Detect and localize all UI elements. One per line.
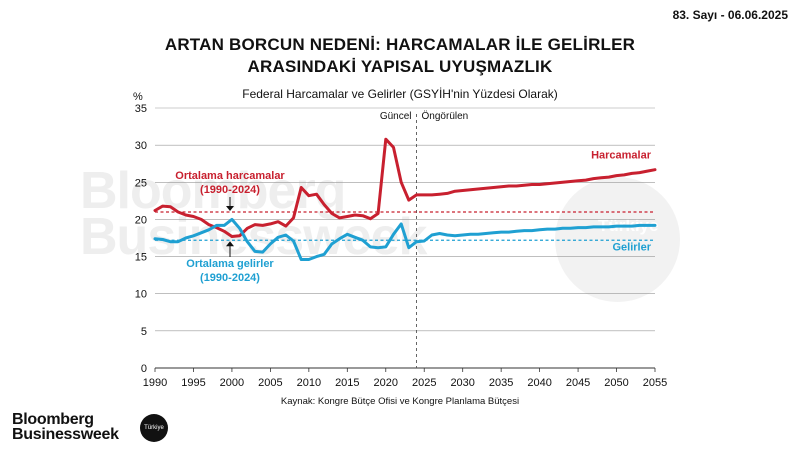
x-tick-label-2045: 2045 <box>566 377 590 389</box>
x-tick-label-1990: 1990 <box>143 377 167 389</box>
y-axis-label: % <box>133 91 143 103</box>
watermark-badge <box>555 177 680 302</box>
divider-label-current: Güncel <box>380 111 412 122</box>
x-tick-label-2015: 2015 <box>335 377 359 389</box>
y-tick-label-0: 0 <box>141 363 147 375</box>
average-revenue-label: Ortalama gelirler <box>186 258 274 270</box>
issue-date: 83. Sayı - 06.06.2025 <box>672 8 788 22</box>
y-tick-label-20: 20 <box>135 214 147 226</box>
average-revenue-period: (1990-2024) <box>200 272 260 284</box>
y-tick-label-35: 35 <box>135 103 147 115</box>
x-tick-label-2000: 2000 <box>220 377 244 389</box>
series-label-gelirler: Gelirler <box>612 242 651 254</box>
x-tick-label-1995: 1995 <box>181 377 205 389</box>
watermark-line-1: Bloomberg <box>80 162 346 220</box>
average-spending-period: (1990-2024) <box>200 184 260 196</box>
average-spending-arrow-head <box>226 206 234 211</box>
chart-subtitle: Federal Harcamalar ve Gelirler (GSYİH'ni… <box>242 87 558 101</box>
y-tick-label-5: 5 <box>141 326 147 338</box>
x-tick-label-2055: 2055 <box>643 377 667 389</box>
average-spending-label: Ortalama harcamalar <box>175 170 285 182</box>
logo-line-1: Bloomberg <box>12 411 94 428</box>
x-tick-label-2020: 2020 <box>374 377 398 389</box>
series-label-harcamalar: Harcamalar <box>591 150 652 162</box>
y-tick-label-25: 25 <box>135 177 147 189</box>
x-tick-label-2035: 2035 <box>489 377 513 389</box>
title-line-1: ARTAN BORCUN NEDENİ: HARCAMALAR İLE GELİ… <box>164 35 636 54</box>
y-tick-label-10: 10 <box>135 289 147 301</box>
series-line-0 <box>153 137 657 238</box>
x-tick-label-2005: 2005 <box>258 377 282 389</box>
x-tick-label-2025: 2025 <box>412 377 436 389</box>
y-tick-label-30: 30 <box>135 140 147 152</box>
x-tick-label-2030: 2030 <box>450 377 474 389</box>
title-line-2: ARASINDAKİ YAPISAL UYUŞMAZLIK <box>247 57 553 76</box>
x-tick-label-2040: 2040 <box>527 377 551 389</box>
x-tick-label-2010: 2010 <box>297 377 321 389</box>
y-tick-label-15: 15 <box>135 252 147 264</box>
bloomberg-businessweek-logo: Bloomberg Businessweek <box>12 411 119 443</box>
average-revenue-arrow-head <box>226 241 234 247</box>
chart-title: ARTAN BORCUN NEDENİ: HARCAMALAR İLE GELİ… <box>0 34 800 78</box>
x-tick-label-2050: 2050 <box>604 377 628 389</box>
turkiye-badge: Türkiye <box>140 414 168 442</box>
logo-line-2: Businessweek <box>12 426 119 443</box>
source-note: Kaynak: Kongre Bütçe Ofisi ve Kongre Pla… <box>280 396 520 407</box>
divider-label-projected: Öngörülen <box>422 110 469 122</box>
series-line-1 <box>153 217 657 261</box>
